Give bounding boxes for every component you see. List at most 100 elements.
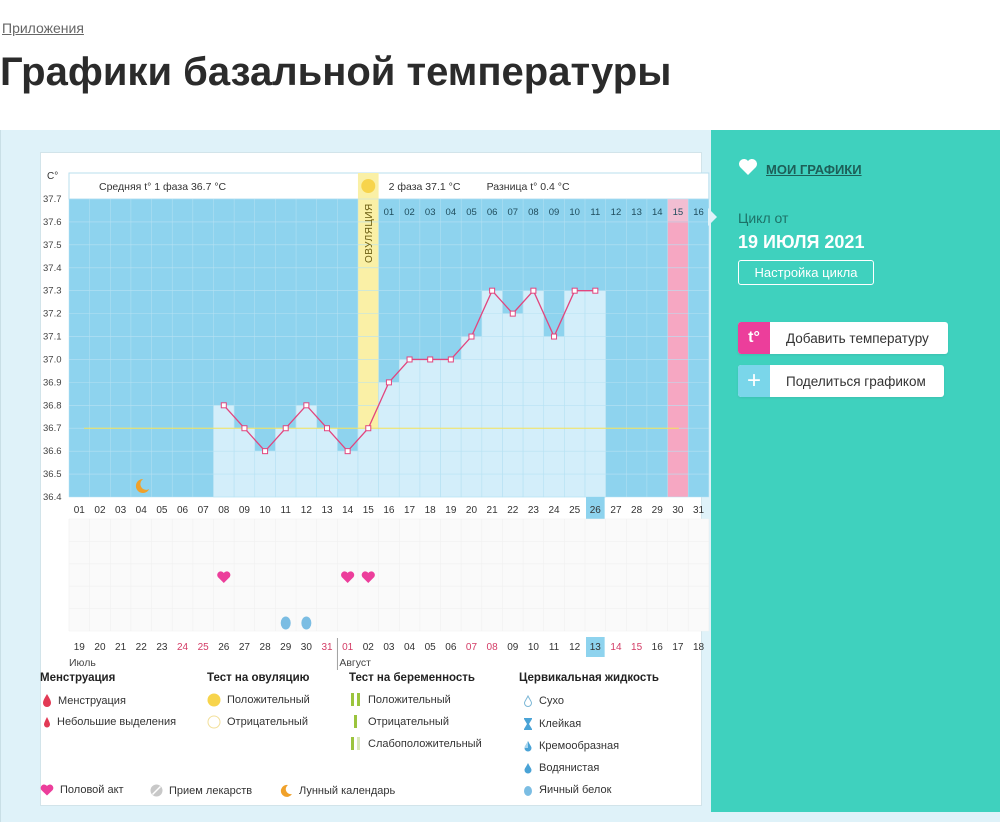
legend-menstruation-title: Менструация [40, 672, 116, 684]
cycle-date: 19 ИЮЛЯ 2021 [738, 232, 865, 252]
phase1-average: Средняя t° 1 фаза 36.7 °С [99, 181, 227, 193]
cycle-day-20: 20 [466, 505, 478, 516]
legend-pregtest-positive: Положительный [350, 693, 451, 706]
breadcrumb[interactable]: Приложения [2, 20, 84, 36]
legend-ovtest-positive-label: Положительный [227, 694, 310, 706]
egg-drop-icon [524, 786, 532, 796]
date-15: 15 [631, 642, 643, 653]
date-30: 30 [301, 642, 313, 653]
add-temperature-button[interactable]: t° Добавить температуру [738, 322, 948, 354]
date-06: 06 [445, 642, 457, 653]
cycle-day-09: 09 [239, 505, 251, 516]
my-charts-link[interactable]: МОИ ГРАФИКИ [738, 158, 862, 181]
temp-bar-day-20 [460, 336, 483, 498]
intercourse-heart-day-8 [217, 571, 231, 583]
temp-point-day-11 [282, 425, 289, 432]
legend-medication: Прием лекарств [150, 784, 252, 797]
y-tick-36.4: 36.4 [43, 492, 62, 503]
temp-point-day-10 [262, 448, 269, 455]
period-header-cell [667, 199, 689, 221]
temp-point-day-14 [344, 448, 351, 455]
y-tick-36.8: 36.8 [43, 400, 62, 411]
temp-point-day-22 [509, 310, 516, 317]
temp-point-day-25 [571, 287, 578, 294]
cycle-day-05: 05 [156, 505, 168, 516]
sidebar [711, 130, 1000, 812]
legend-intercourse: Половой акт [40, 784, 124, 796]
legend-cervical-eggwhite: Яичный белок [523, 784, 611, 796]
legend-cervical-dry-label: Сухо [539, 695, 564, 707]
date-07: 07 [466, 642, 478, 653]
period-column [667, 199, 689, 497]
cycle-day-21: 21 [487, 505, 499, 516]
cycle-day-23: 23 [528, 505, 540, 516]
cycle-day-18: 18 [425, 505, 437, 516]
phase2-day-04: 04 [446, 207, 457, 218]
date-23: 23 [156, 642, 168, 653]
drop-red-icon [43, 694, 51, 707]
cycle-day-12: 12 [301, 505, 313, 516]
date-11: 11 [549, 642, 560, 653]
y-tick-36.5: 36.5 [43, 469, 62, 480]
legend-light-bleeding: Небольшие выделения [43, 716, 176, 728]
month-august: Август [339, 657, 371, 669]
legend-menstruation-label: Менструация [58, 694, 126, 707]
y-tick-36.9: 36.9 [43, 377, 62, 388]
date-10: 10 [528, 642, 540, 653]
legend-pregtest-weak-label: Слабоположительный [368, 737, 482, 750]
cycle-day-26: 26 [590, 505, 602, 516]
legend-cervical-title: Цервикальная жидкость [519, 672, 659, 684]
phase2-day-08: 08 [528, 207, 539, 218]
cycle-day-27: 27 [610, 505, 622, 516]
date-03: 03 [383, 642, 395, 653]
date-08: 08 [487, 642, 499, 653]
today-cell [586, 497, 605, 519]
cycle-day-11: 11 [281, 505, 292, 516]
y-tick-37.0: 37.0 [43, 354, 62, 365]
y-tick-37.5: 37.5 [43, 240, 62, 251]
temp-point-day-08 [220, 402, 227, 409]
faint-bar-icon [351, 737, 360, 750]
legend-pregtest-negative-label: Отрицательный [368, 715, 449, 728]
egg-white-drop-day-12 [301, 616, 312, 630]
cycle-day-25: 25 [569, 505, 581, 516]
temp-bar-day-25 [564, 290, 586, 498]
share-chart-button[interactable]: + Поделиться графиком [738, 365, 944, 397]
today-date-cell [586, 637, 605, 657]
phase2-day-12: 12 [611, 207, 622, 218]
legend-cervical-watery: Водянистая [523, 762, 599, 774]
ovulation-label: ОВУЛЯЦИЯ [364, 203, 375, 263]
y-tick-37.1: 37.1 [43, 332, 62, 343]
cycle-settings-button[interactable]: Настройка цикла [738, 260, 874, 285]
single-bar-icon [354, 715, 357, 728]
temp-point-day-18 [427, 356, 434, 363]
temp-bar-day-09 [233, 427, 256, 498]
date-24: 24 [177, 642, 189, 653]
legend-ovtest-negative-label: Отрицательный [227, 716, 308, 728]
temp-point-day-21 [489, 287, 496, 294]
phase2-day-15: 15 [673, 207, 684, 218]
add-temperature-label: Добавить температуру [786, 330, 929, 346]
thermometer-t-icon: t° [738, 322, 770, 354]
cycle-day-04: 04 [136, 505, 148, 516]
intercourse-heart-day-14 [341, 571, 355, 583]
temp-point-day-13 [324, 425, 330, 432]
legend-pregtest-weak: Слабоположительный [350, 737, 482, 750]
legend-cervical-eggwhite-label: Яичный белок [539, 784, 612, 796]
cycle-day-29: 29 [652, 505, 664, 516]
legend-pregtest-title: Тест на беременность [349, 672, 475, 684]
cycle-day-03: 03 [115, 505, 127, 516]
date-25: 25 [198, 642, 210, 653]
symptoms-grid [69, 519, 709, 631]
date-26: 26 [218, 642, 230, 653]
phase2-day-05: 05 [466, 207, 477, 218]
phase2-day-01: 01 [384, 207, 395, 218]
y-tick-37.2: 37.2 [43, 309, 62, 320]
date-13: 13 [590, 642, 602, 653]
cycle-day-16: 16 [383, 505, 395, 516]
temp-bar-day-13 [316, 427, 338, 498]
legend-cervical-sticky-label: Клейкая [539, 718, 582, 730]
temp-point-day-09 [241, 425, 248, 432]
y-tick-36.6: 36.6 [43, 446, 62, 457]
y-tick-37.3: 37.3 [43, 286, 62, 297]
